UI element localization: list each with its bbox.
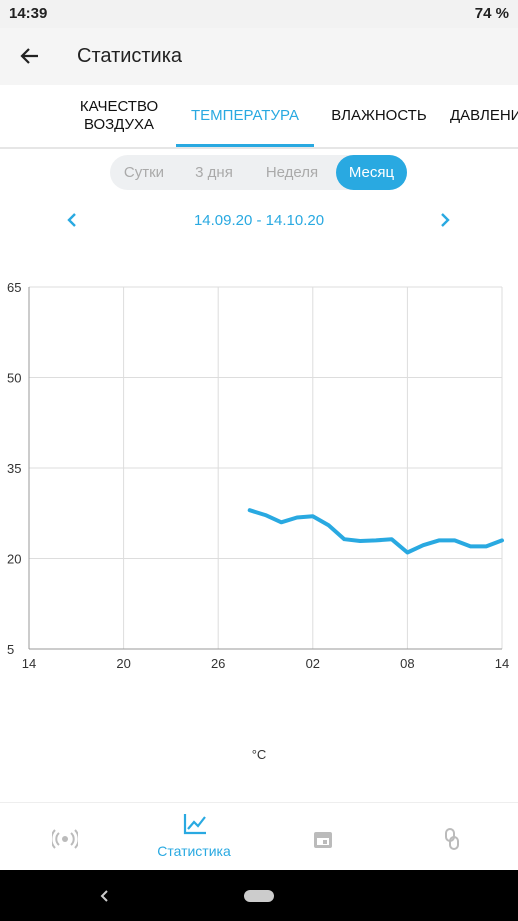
tab[interactable]: КАЧЕСТВО ВОЗДУХА bbox=[79, 98, 159, 133]
nav-stats-label[interactable]: Статистика bbox=[157, 843, 231, 859]
nav-calendar[interactable] bbox=[312, 828, 334, 850]
battery: 74 % bbox=[474, 5, 509, 22]
nav-stats-icon[interactable] bbox=[182, 812, 208, 836]
nav-sensors[interactable] bbox=[52, 829, 78, 849]
x-tick-label: 26 bbox=[211, 656, 225, 671]
period-option[interactable]: Сутки bbox=[123, 164, 165, 181]
bottom-nav: Статистика bbox=[0, 802, 518, 871]
tab[interactable]: ВЛАЖНОСТЬ bbox=[331, 107, 427, 124]
tab-indicator bbox=[176, 144, 314, 147]
y-tick-label: 35 bbox=[7, 461, 21, 476]
status-bar: 14:39 74 % bbox=[0, 0, 518, 28]
y-tick-label: 65 bbox=[7, 280, 21, 295]
period-option[interactable]: 3 дня bbox=[195, 164, 233, 181]
sys-home[interactable] bbox=[244, 890, 274, 902]
x-tick-label: 14 bbox=[495, 656, 509, 671]
period-option[interactable]: Неделя bbox=[265, 164, 319, 181]
tab[interactable]: ДАВЛЕНИЕ bbox=[450, 107, 518, 124]
y-tick-label: 5 bbox=[7, 642, 14, 657]
date-range: 14.09.20 - 14.10.20 bbox=[193, 212, 325, 229]
data-line bbox=[247, 508, 504, 555]
prev-arrow[interactable] bbox=[64, 212, 80, 228]
x-tick-label: 20 bbox=[116, 656, 130, 671]
unit-label: °C bbox=[252, 747, 267, 762]
app-bar: Статистика bbox=[0, 28, 518, 85]
y-tick-label: 50 bbox=[7, 371, 21, 386]
system-nav bbox=[0, 870, 518, 921]
status-time: 14:39 bbox=[9, 5, 48, 22]
nav-link[interactable] bbox=[442, 827, 462, 851]
period-option[interactable]: Месяц bbox=[336, 155, 407, 190]
app-title: Статистика bbox=[77, 45, 183, 67]
tab[interactable]: ТЕМПЕРАТУРА bbox=[191, 107, 299, 124]
next-arrow[interactable] bbox=[437, 212, 453, 228]
tab-bar: КАЧЕСТВО ВОЗДУХА ТЕМПЕРАТУРА ВЛАЖНОСТЬ ДАВЛ… bbox=[0, 85, 518, 149]
x-tick-label: 08 bbox=[400, 656, 414, 671]
back-button[interactable] bbox=[18, 44, 42, 68]
y-tick-label: 20 bbox=[7, 552, 21, 567]
sys-back[interactable] bbox=[98, 888, 112, 904]
period-selector: Сутки 3 дня Неделя Месяц bbox=[110, 155, 407, 190]
chart: 5 20 35 50 65 14 20 26 02 08 14 °C bbox=[7, 280, 509, 762]
x-tick-label: 02 bbox=[306, 656, 320, 671]
x-tick-label: 14 bbox=[22, 656, 36, 671]
